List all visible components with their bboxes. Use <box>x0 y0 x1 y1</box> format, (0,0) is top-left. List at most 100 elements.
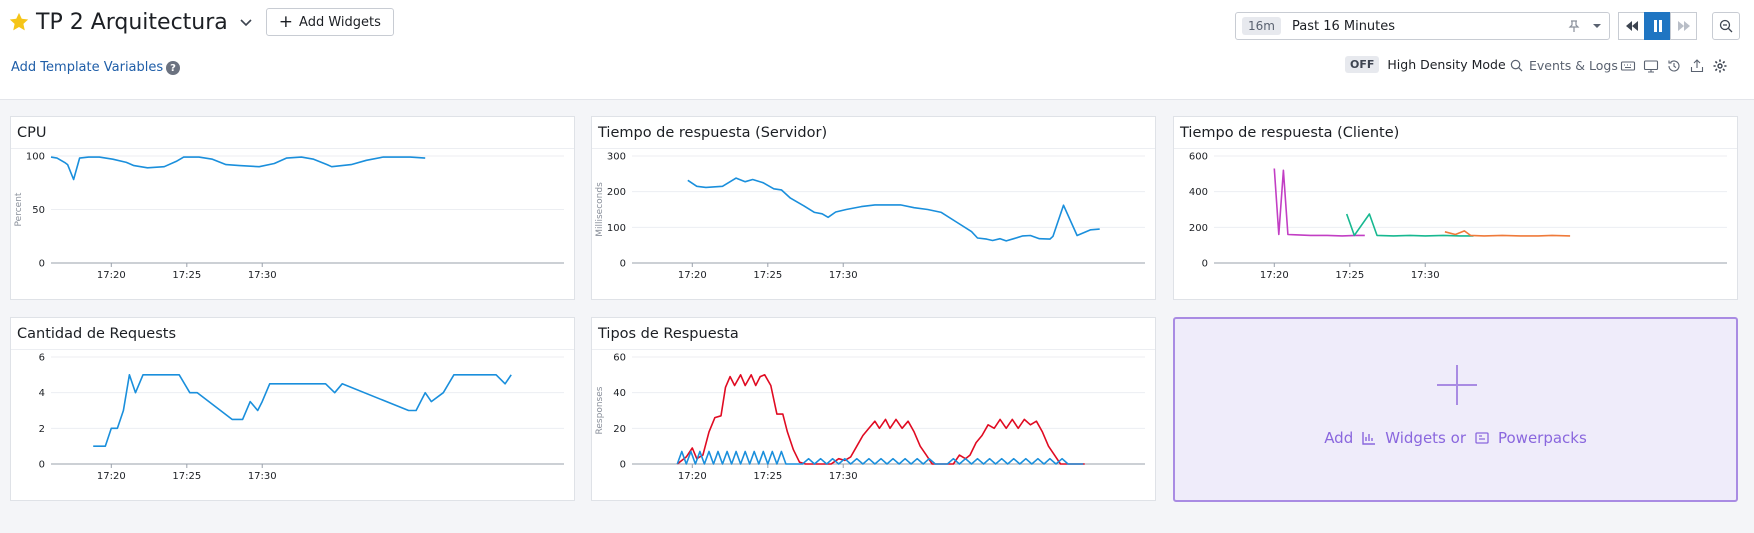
chevron-down-icon[interactable] <box>1591 20 1603 32</box>
widget-divider <box>592 148 1155 149</box>
y-tick-label: 200 <box>607 187 626 198</box>
y-tick-label: 50 <box>32 205 45 216</box>
series-line-0 <box>676 373 1085 465</box>
widget-title: Tiempo de respuesta (Servidor) <box>598 125 828 141</box>
server-response-chart[interactable]: 0 100 200 300 17:20 17:25 17:30 Milliseconds <box>592 150 1155 298</box>
plus-icon <box>1437 365 1477 405</box>
x-tick-label: 17:20 <box>97 471 126 482</box>
y-tick-label: 20 <box>613 424 626 435</box>
time-range-badge: 16m <box>1242 17 1281 35</box>
add-word: Add <box>1324 429 1354 447</box>
y-tick-label: 600 <box>1189 152 1208 163</box>
request-count-chart[interactable]: 0 2 4 6 17:20 17:25 17:30 <box>11 351 574 499</box>
high-density-state: OFF <box>1345 56 1380 73</box>
y-tick-label: 100 <box>607 223 626 234</box>
bar-chart-icon <box>1362 432 1376 445</box>
dashboard-tools <box>1620 58 1735 74</box>
time-range-label: Past 16 Minutes <box>1291 18 1396 34</box>
events-logs-label: Events & Logs <box>1529 58 1618 73</box>
widget-divider <box>11 148 574 149</box>
widget-server-response-time[interactable]: Tiempo de respuesta (Servidor) 0 100 200 30… <box>591 116 1156 300</box>
y-tick-label: 2 <box>39 424 45 435</box>
export-icon[interactable] <box>1689 58 1705 74</box>
series-line-0 <box>93 373 512 447</box>
x-tick-label: 17:30 <box>829 471 858 482</box>
rewind-button[interactable] <box>1618 12 1645 40</box>
x-tick-label: 17:20 <box>1260 270 1289 281</box>
rewind-icon <box>1625 21 1638 31</box>
keyboard-icon[interactable] <box>1620 58 1636 74</box>
y-tick-label: 0 <box>39 460 45 471</box>
cpu-chart[interactable]: 0 50 100 17:20 17:25 17:30 Percent <box>11 150 574 298</box>
y-tick-label: 60 <box>613 353 626 364</box>
y-tick-label: 100 <box>26 152 45 163</box>
widget-divider <box>11 349 574 350</box>
tv-mode-icon[interactable] <box>1643 58 1659 74</box>
title-row: TP 2 Arquitectura + Add Widgets <box>8 8 394 36</box>
powerpacks-word: Powerpacks <box>1497 429 1587 447</box>
widget-title: Cantidad de Requests <box>17 326 177 342</box>
playback-controls <box>1618 12 1697 40</box>
widget-title: Tipos de Respuesta <box>598 326 739 342</box>
series-line-0 <box>1273 168 1365 237</box>
y-tick-label: 6 <box>39 353 45 364</box>
x-tick-label: 17:20 <box>678 471 707 482</box>
widget-title: CPU <box>17 125 47 141</box>
time-range-selector[interactable]: 16m Past 16 Minutes <box>1235 12 1610 40</box>
y-axis-label: Milliseconds <box>595 182 605 237</box>
x-tick-label: 17:25 <box>172 471 201 482</box>
y-tick-label: 200 <box>1189 223 1208 234</box>
x-tick-label: 17:25 <box>753 471 782 482</box>
widget-client-response-time[interactable]: Tiempo de respuesta (Cliente) 0 200 400 600… <box>1173 116 1738 300</box>
y-tick-label: 400 <box>1189 187 1208 198</box>
zoom-out-button[interactable] <box>1712 12 1740 40</box>
history-icon[interactable] <box>1666 58 1682 74</box>
dashboard-header: TP 2 Arquitectura + Add Widgets Add Temp… <box>0 0 1754 100</box>
pin-icon[interactable] <box>1567 19 1581 33</box>
series-line-2 <box>1444 230 1571 237</box>
x-tick-label: 17:30 <box>829 270 858 281</box>
widget-cpu[interactable]: CPU 0 50 100 17:20 17:25 17:30 Percent <box>10 116 575 300</box>
add-template-variables-link[interactable]: Add Template Variables <box>11 60 164 75</box>
favorite-star-icon[interactable] <box>8 11 30 33</box>
y-tick-label: 0 <box>1202 259 1208 270</box>
y-tick-label: 0 <box>620 460 626 471</box>
high-density-label: High Density Mode <box>1387 57 1506 72</box>
x-tick-label: 17:30 <box>248 270 277 281</box>
high-density-toggle[interactable]: OFF High Density Mode <box>1345 56 1506 73</box>
x-tick-label: 17:25 <box>172 270 201 281</box>
y-axis-label: Percent <box>14 192 24 226</box>
add-widgets-label: Add Widgets <box>299 14 381 30</box>
widgets-or-word: Widgets or <box>1385 429 1466 447</box>
y-tick-label: 0 <box>620 259 626 270</box>
widget-response-types[interactable]: Tipos de Respuesta 0 20 40 60 17:20 17:25 17:3… <box>591 317 1156 501</box>
series-line-0 <box>50 156 426 181</box>
events-logs-button[interactable]: Events & Logs <box>1510 58 1618 73</box>
y-tick-label: 4 <box>39 388 45 399</box>
y-axis-label: Responses <box>595 386 605 434</box>
widget-divider <box>592 349 1155 350</box>
add-widget-placeholder[interactable]: Add Widgets or Powerpacks <box>1173 317 1738 502</box>
y-tick-label: 0 <box>39 259 45 270</box>
y-tick-label: 300 <box>607 152 626 163</box>
powerpack-icon <box>1475 432 1489 444</box>
client-response-chart[interactable]: 0 200 400 600 17:20 17:25 17:30 <box>1174 150 1737 298</box>
x-tick-label: 17:30 <box>1411 270 1440 281</box>
gear-icon[interactable] <box>1712 58 1728 74</box>
widget-divider <box>1174 148 1737 149</box>
widget-request-count[interactable]: Cantidad de Requests 0 2 4 6 17:20 17:25 17:30 <box>10 317 575 501</box>
pause-icon <box>1653 20 1662 32</box>
add-widget-text: Add Widgets or Powerpacks <box>1175 429 1736 447</box>
series-line-1 <box>1345 213 1474 237</box>
pause-button[interactable] <box>1644 12 1671 40</box>
search-icon <box>1510 59 1523 72</box>
x-tick-label: 17:20 <box>97 270 126 281</box>
chevron-down-icon[interactable] <box>238 14 254 30</box>
dashboard-title[interactable]: TP 2 Arquitectura <box>36 9 228 35</box>
response-types-chart[interactable]: 0 20 40 60 17:20 17:25 17:30 Responses <box>592 351 1155 499</box>
fast-forward-button[interactable] <box>1670 12 1697 40</box>
add-widgets-button[interactable]: + Add Widgets <box>265 8 394 36</box>
help-icon[interactable]: ? <box>166 61 180 75</box>
x-tick-label: 17:25 <box>1335 270 1364 281</box>
series-line-1 <box>676 450 1084 465</box>
